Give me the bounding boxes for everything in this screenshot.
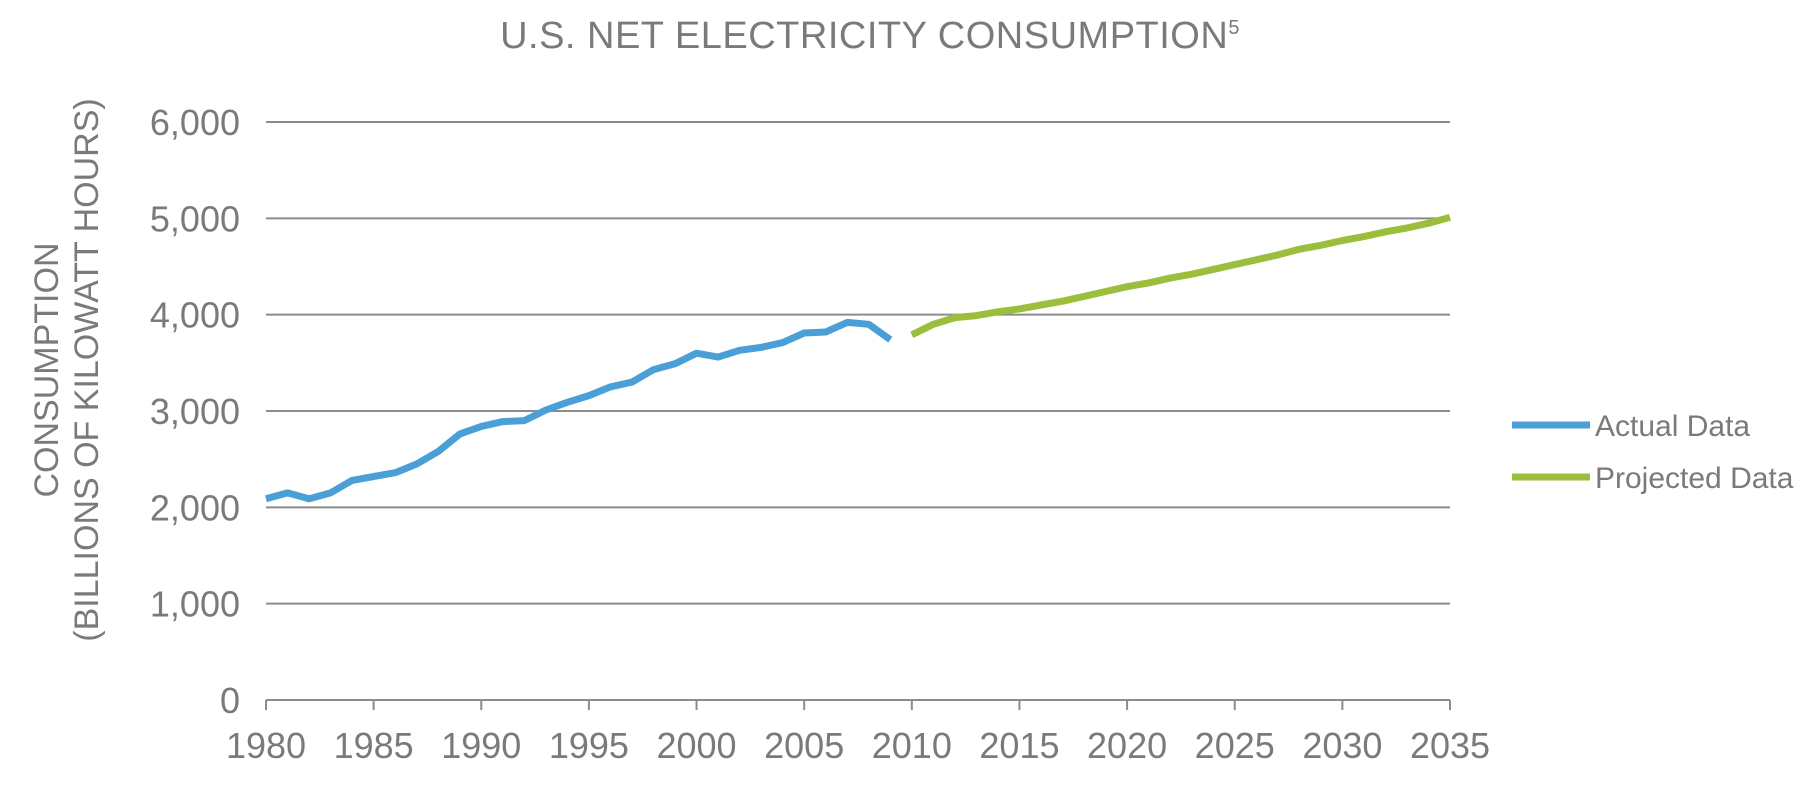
y-tick-label: 1,000 — [150, 584, 240, 625]
chart-title: U.S. NET ELECTRICITY CONSUMPTION5 — [500, 15, 1240, 57]
y-tick-label: 0 — [220, 680, 240, 721]
x-tick-label: 2000 — [656, 725, 736, 766]
gridlines — [265, 121, 1451, 710]
x-tick-label: 2015 — [979, 725, 1059, 766]
y-tick-label: 6,000 — [150, 102, 240, 143]
x-tick-label: 2010 — [872, 725, 952, 766]
x-tick-label: 2030 — [1302, 725, 1382, 766]
x-tick-label: 2035 — [1410, 725, 1490, 766]
legend-item-projected: Projected Data — [1512, 462, 1794, 495]
x-tick-label: 1995 — [549, 725, 629, 766]
legend-item-actual: Actual Data — [1512, 410, 1750, 443]
x-tick-label: 2025 — [1195, 725, 1275, 766]
x-tick-label: 1985 — [334, 725, 414, 766]
series-lines — [265, 214, 1451, 503]
y-tick-label: 2,000 — [150, 487, 240, 528]
legend: Actual Data Projected Data — [1512, 410, 1794, 495]
y-axis-label-line-1: CONSUMPTION — [28, 243, 66, 498]
title-superscript: 5 — [1228, 17, 1240, 39]
x-tick-label: 2005 — [764, 725, 844, 766]
x-tick-label: 1980 — [226, 725, 306, 766]
y-tick-label: 3,000 — [150, 391, 240, 432]
y-tick-label: 5,000 — [150, 198, 240, 239]
x-tick-label: 2020 — [1087, 725, 1167, 766]
y-axis-label: CONSUMPTION (BILLIONS OF KILOWATT HOURS) — [28, 98, 106, 641]
x-tick-label: 1990 — [441, 725, 521, 766]
legend-label-actual: Actual Data — [1595, 410, 1750, 443]
y-tick-labels: 0 1,000 2,000 3,000 4,000 5,000 6,000 — [150, 102, 240, 721]
series-line-projected — [910, 214, 1451, 339]
y-tick-label: 4,000 — [150, 295, 240, 336]
y-axis-label-line-2: (BILLIONS OF KILOWATT HOURS) — [68, 98, 106, 641]
x-tick-labels: 1980 1985 1990 1995 2000 2005 2010 2015 2020 2025… — [226, 725, 1490, 766]
legend-label-projected: Projected Data — [1595, 462, 1794, 495]
series-line-actual — [265, 318, 893, 503]
